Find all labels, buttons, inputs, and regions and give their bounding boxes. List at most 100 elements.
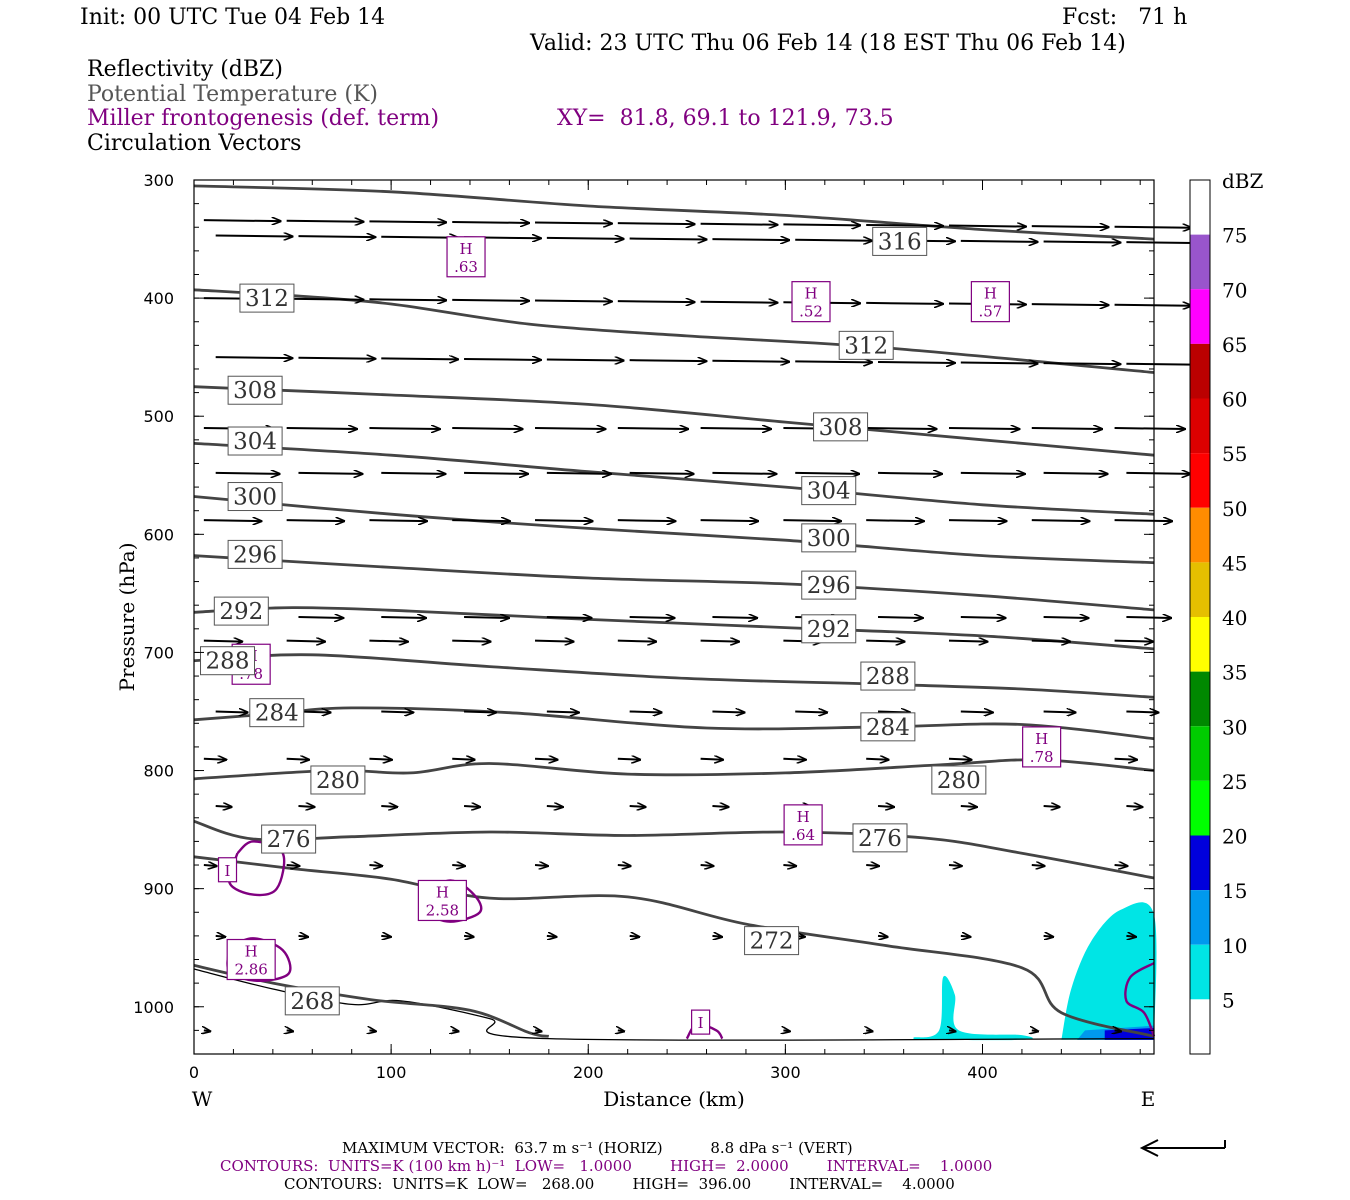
theta-contour-note: CONTOURS: UNITS=K LOW= 268.00 HIGH= 396.… — [284, 1175, 955, 1193]
theta-label: 296 — [233, 542, 277, 568]
circulation-vector — [534, 865, 548, 866]
fgen-max-letter: H — [1035, 730, 1048, 748]
circulation-vector — [1126, 936, 1136, 937]
circulation-vector — [783, 759, 805, 760]
circulation-vector — [629, 239, 707, 240]
circulation-vector — [535, 301, 612, 302]
fgen-contour — [227, 840, 286, 897]
x-tick-label: 100 — [376, 1063, 407, 1082]
east-label: E — [1141, 1087, 1156, 1111]
theta-label: 284 — [866, 715, 910, 741]
circulation-vector — [617, 759, 640, 760]
circulation-vector — [1126, 711, 1158, 712]
circulation-vector — [1114, 865, 1128, 866]
circulation-vector — [369, 428, 439, 429]
colorbar-label: 15 — [1222, 879, 1247, 903]
circulation-vector — [700, 865, 714, 866]
circulation-vector — [369, 759, 391, 760]
circulation-vector — [546, 806, 563, 807]
circulation-vector — [948, 641, 987, 642]
theta-label-box — [744, 926, 800, 956]
theta-label-box — [801, 570, 857, 600]
fgen-max-letter: H — [804, 285, 817, 303]
y-axis-label: Pressure (hPa) — [115, 543, 139, 692]
fgen-max-value: .64 — [791, 826, 815, 844]
colorbar-label: 50 — [1222, 497, 1247, 521]
theta-label: 304 — [807, 479, 851, 505]
circulation-vector — [629, 360, 707, 361]
circulation-vector — [452, 520, 510, 521]
theta-contour-312 — [193, 288, 1155, 374]
circulation-vector — [203, 520, 262, 521]
circulation-vector — [948, 520, 1007, 521]
colorbar-frame — [1189, 179, 1211, 1055]
circulation-vector — [783, 520, 841, 521]
colorbar-swatch — [1190, 671, 1210, 727]
fgen-max-box — [226, 938, 276, 981]
fgen-min-box — [691, 1009, 711, 1035]
colorbar-swatch — [1190, 398, 1210, 454]
y-tick-label: 300 — [143, 171, 174, 190]
circulation-vector — [546, 711, 579, 712]
circulation-vector — [700, 641, 739, 642]
x-axis-label: Distance (km) — [603, 1087, 745, 1111]
circulation-vector — [381, 358, 458, 359]
colorbar-label: 5 — [1222, 988, 1235, 1012]
theta-label-box — [931, 765, 987, 795]
circulation-vector — [381, 711, 413, 712]
circulation-vector — [298, 806, 314, 807]
circulation-vector — [1031, 304, 1109, 305]
x-tick-label: 200 — [573, 1063, 604, 1082]
theta-label-box — [227, 375, 283, 405]
circulation-vector — [215, 236, 293, 237]
fgen-max-box — [791, 281, 831, 323]
theta-label-box — [227, 539, 283, 569]
theta-label: 292 — [807, 617, 851, 643]
fgen-min-box — [217, 857, 238, 883]
circulation-vector — [700, 759, 723, 760]
circulation-vector — [878, 473, 942, 474]
theta-label-box — [801, 614, 857, 644]
y-tick-label: 900 — [143, 880, 174, 899]
circulation-vector — [1032, 1030, 1038, 1031]
theta-label-box — [860, 712, 916, 742]
colorbar-swatch — [1190, 289, 1210, 344]
circulation-vector — [1043, 473, 1108, 474]
circulation-vector — [878, 362, 955, 363]
circulation-vector — [960, 936, 971, 937]
circulation-vector — [203, 641, 242, 642]
theta-label-box — [801, 476, 857, 506]
circulation-vector — [960, 363, 1038, 364]
circulation-vector — [960, 617, 1006, 618]
circulation-vector — [617, 520, 676, 521]
forecast-hour: Fcst: 71 h — [1062, 5, 1188, 30]
circulation-vector — [463, 936, 474, 937]
colorbar-swatch — [1190, 180, 1210, 235]
circulation-vector — [1126, 617, 1171, 618]
circulation-vector — [866, 428, 936, 429]
circulation-vector — [1114, 428, 1185, 429]
theta-contour-304 — [193, 442, 1155, 516]
fgen-max-value: .78 — [1030, 748, 1054, 766]
circulation-vector — [546, 238, 624, 239]
init-time: Init: 00 UTC Tue 04 Feb 14 — [80, 5, 386, 30]
circulation-vector — [700, 428, 771, 429]
circulation-vector — [1114, 305, 1192, 306]
circulation-vector — [463, 806, 480, 807]
circulation-vector — [1031, 865, 1045, 866]
circulation-vector — [1043, 806, 1060, 807]
theta-label-box — [838, 330, 894, 360]
circulation-vector — [452, 428, 522, 429]
theta-label-box — [200, 646, 256, 676]
circulation-vector — [783, 865, 796, 866]
theta-label-box — [213, 596, 269, 626]
circulation-vector — [617, 223, 695, 224]
circulation-vector — [948, 226, 1026, 227]
circulation-vector — [1031, 226, 1109, 227]
theta-contour-300 — [193, 495, 1155, 565]
circulation-vector — [866, 1030, 872, 1031]
colorbar-label: 75 — [1222, 224, 1247, 248]
fgen-max-value: 2.58 — [426, 901, 459, 919]
circulation-vector — [700, 224, 778, 225]
circulation-vector — [535, 1030, 541, 1031]
